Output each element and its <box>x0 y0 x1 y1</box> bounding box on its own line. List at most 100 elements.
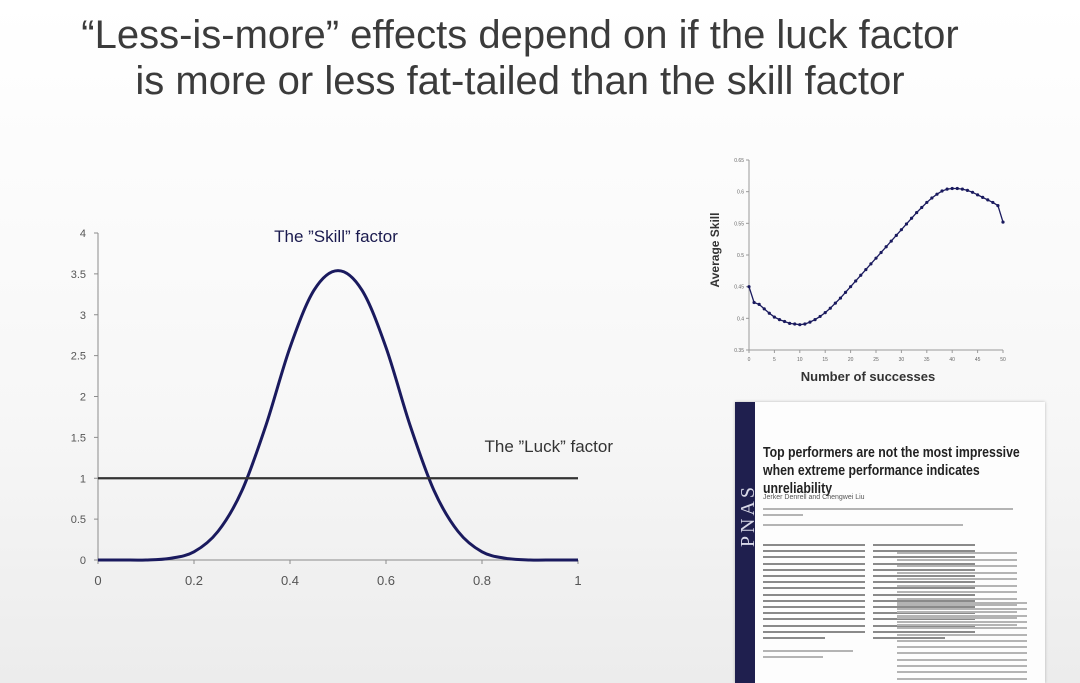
paper-text-line <box>873 599 975 602</box>
paper-text-line <box>873 593 975 596</box>
paper-text-line <box>897 578 1017 580</box>
paper-text-line <box>873 568 975 571</box>
paper-text-line <box>873 544 975 546</box>
paper-text-line <box>763 524 963 526</box>
inset-data-point <box>843 290 848 294</box>
inset-data-point <box>849 285 853 289</box>
inset-data-point <box>854 279 858 283</box>
inset-data-point <box>915 210 919 215</box>
paper-text-line <box>897 602 1027 604</box>
y-tick-label: 2.5 <box>71 351 86 363</box>
inset-data-point <box>894 233 898 237</box>
paper-text-line <box>763 618 865 621</box>
paper-text-line <box>763 508 1013 510</box>
paper-text-line <box>897 617 1017 619</box>
inset-data-point <box>788 321 792 325</box>
inset-data-point <box>833 301 837 305</box>
inset-y-tick-label: 0.4 <box>737 316 744 322</box>
journal-logo: PNAS <box>737 484 759 548</box>
inset-x-tick-label: 50 <box>1000 357 1006 363</box>
inset-data-point <box>1001 220 1005 224</box>
paper-text-line <box>873 562 975 565</box>
paper-text-line <box>763 562 865 565</box>
inset-data-point <box>889 239 893 243</box>
inset-data-point <box>970 190 975 194</box>
paper-text-line <box>763 656 823 658</box>
inset-x-axis-label: Number of successes <box>801 369 935 384</box>
paper-authors: Jerker Denrell and Chengwei Liu <box>763 494 865 501</box>
inset-data-point <box>808 320 812 324</box>
paper-text-line <box>763 624 865 627</box>
paper-text-line <box>873 550 975 553</box>
inset-x-tick-label: 20 <box>848 357 854 363</box>
paper-text-line <box>763 550 865 553</box>
inset-data-point <box>752 300 756 305</box>
inset-y-tick-label: 0.55 <box>734 221 744 227</box>
y-tick-label: 3 <box>80 310 86 322</box>
paper-text-line <box>897 658 1027 661</box>
inset-data-point <box>869 262 873 266</box>
x-tick-label: 0.6 <box>377 573 395 588</box>
skill-luck-chart: 0 0.5 1 1.5 2 2.5 3 3.5 4 0 0.2 0.4 0.6 0.8 1 The ”Skil… <box>71 227 614 588</box>
inset-x-tick-label: 15 <box>822 357 828 363</box>
inset-data-point <box>940 189 944 193</box>
inset-data-point <box>955 186 959 191</box>
paper-text-line <box>763 606 865 608</box>
paper-text-line <box>897 627 1027 630</box>
inset-data-point <box>965 188 970 192</box>
paper-text-line <box>873 612 975 615</box>
inset-data-point <box>945 187 949 191</box>
inset-x-tick-label: 0 <box>748 357 751 363</box>
inset-y-tick-label: 0.6 <box>737 190 744 196</box>
paper-thumbnail: PNAS Top performers are not the most imp… <box>735 402 1045 683</box>
paper-text-line <box>897 665 1027 667</box>
inset-data-point <box>823 311 827 315</box>
paper-text-line <box>897 591 1017 593</box>
paper-text-line <box>763 581 865 584</box>
inset-y-tick-label: 0.5 <box>737 253 744 259</box>
inset-data-point <box>935 192 939 196</box>
inset-data-point <box>864 267 868 272</box>
inset-data-point <box>986 198 990 202</box>
paper-text-line <box>897 652 1027 655</box>
paper-text-line <box>763 650 853 652</box>
inset-data-point <box>981 195 985 199</box>
paper-text-line <box>873 575 975 577</box>
paper-text-line <box>763 587 865 590</box>
inset-data-point <box>813 318 817 322</box>
paper-text-line <box>897 597 1017 600</box>
paper-text-line <box>763 612 865 615</box>
y-tick-label: 0 <box>80 555 86 567</box>
x-tick-label: 1 <box>574 573 581 588</box>
y-tick-label: 1 <box>80 473 86 485</box>
inset-x-tick-label: 10 <box>797 357 803 363</box>
paper-text-line <box>897 614 1027 617</box>
inset-x-tick-label: 25 <box>873 357 879 363</box>
inset-x-tick-label: 5 <box>773 357 776 363</box>
inset-data-point <box>884 245 888 249</box>
paper-title: Top performers are not the most impressi… <box>763 444 1020 497</box>
slide-title-line-1: “Less-is-more” effects depend on if the … <box>81 13 959 57</box>
y-tick-label: 1.5 <box>71 432 86 444</box>
paper-text-line <box>763 593 865 596</box>
paper-text-line <box>897 677 1027 680</box>
inset-data-point <box>747 285 751 289</box>
paper-text-line <box>897 633 1027 636</box>
paper-text-line <box>897 610 1017 613</box>
inset-data-point <box>879 250 883 255</box>
paper-text-line <box>873 556 975 559</box>
paper-text-line <box>763 637 825 639</box>
paper-text-line <box>897 646 1027 649</box>
inset-data-point <box>925 200 929 205</box>
inset-data-point <box>960 187 964 191</box>
inset-x-tick-label: 30 <box>899 357 905 363</box>
paper-text-line <box>873 581 975 584</box>
paper-text-line <box>897 571 1017 574</box>
paper-text-line <box>763 568 865 571</box>
paper-text-line <box>763 514 803 516</box>
inset-data-point <box>930 196 934 200</box>
inset-data-point <box>996 204 1000 208</box>
inset-data-point <box>950 186 954 191</box>
inset-data-point <box>803 322 807 326</box>
x-tick-label: 0.2 <box>185 573 203 588</box>
